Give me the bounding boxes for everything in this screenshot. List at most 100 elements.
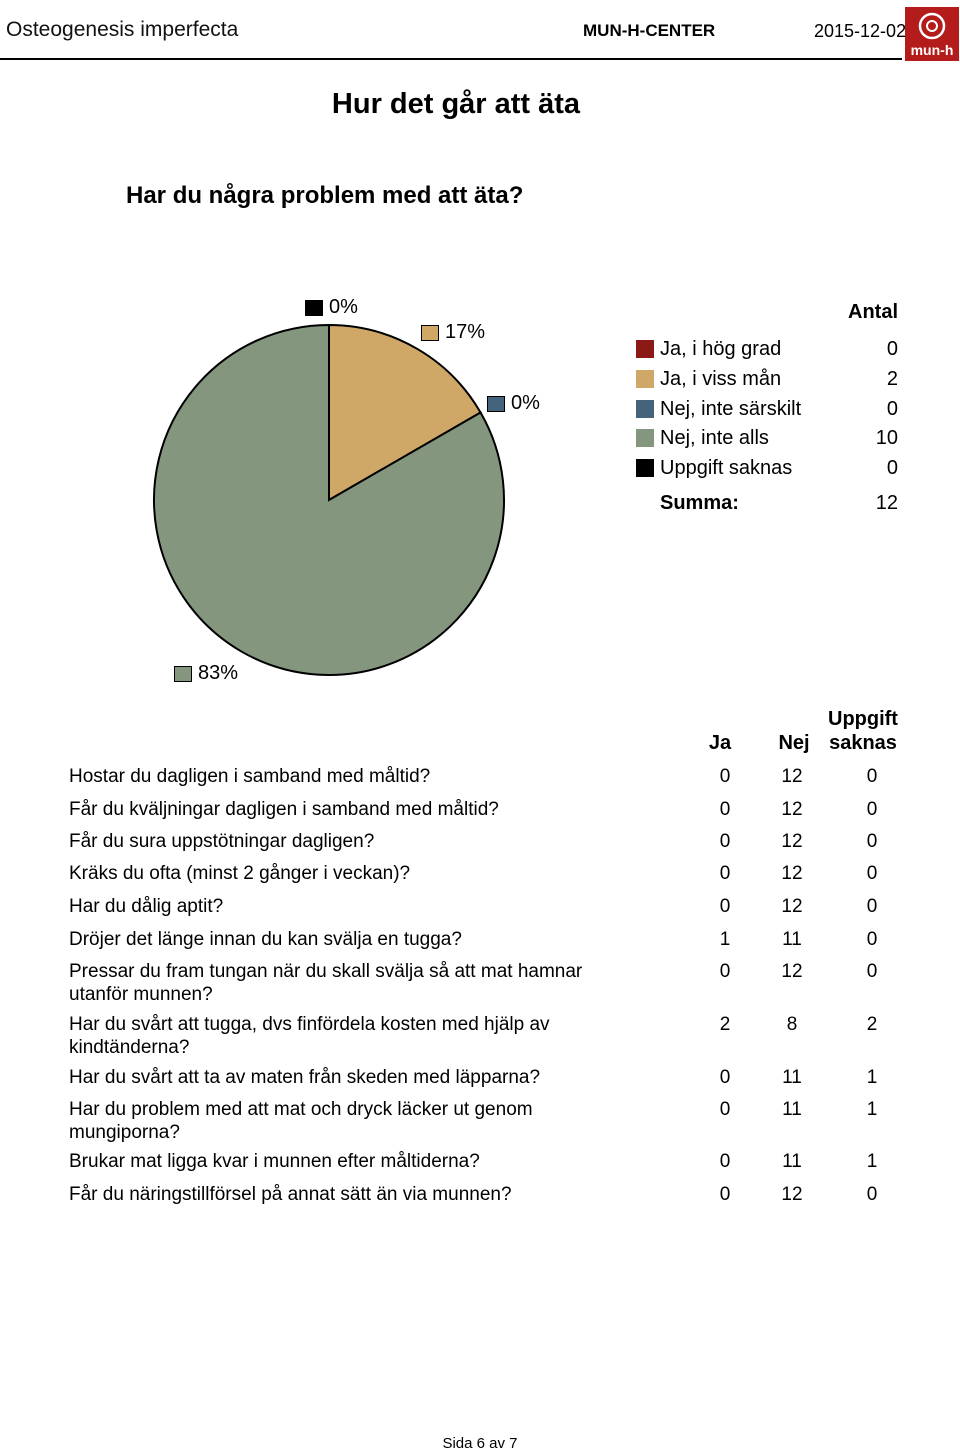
cell-saknas: 0 xyxy=(866,929,878,950)
cell-nej: 12 xyxy=(781,799,803,820)
cell-nej: 11 xyxy=(782,1151,802,1172)
row-question: Får du sura uppstötningar dagligen? xyxy=(69,831,375,852)
row-question: Har du svårt att ta av maten från skeden… xyxy=(69,1067,541,1088)
question-heading: Har du några problem med att äta? xyxy=(126,182,524,209)
row-question: Brukar mat ligga kvar i munnen efter mål… xyxy=(69,1151,480,1172)
row-question: Hostar du dagligen i samband med måltid? xyxy=(69,766,431,787)
pie-slice xyxy=(328,323,482,502)
legend-count: 0 xyxy=(886,338,898,360)
cell-ja: 0 xyxy=(719,1151,731,1172)
cell-ja: 0 xyxy=(719,766,731,787)
legend-count: 0 xyxy=(886,398,898,420)
legend-label: Ja, i hög grad xyxy=(660,338,782,360)
column-header-ja: Ja xyxy=(708,732,732,754)
row-question: Får du kväljningar dagligen i samband me… xyxy=(69,799,499,820)
cell-ja: 2 xyxy=(719,1014,731,1035)
cell-ja: 0 xyxy=(719,799,731,820)
column-header-line: saknas xyxy=(829,732,897,754)
cell-saknas: 1 xyxy=(866,1099,878,1120)
header-divider xyxy=(0,58,902,60)
cell-nej: 12 xyxy=(781,961,803,982)
cell-ja: 1 xyxy=(719,929,731,950)
legend-swatch xyxy=(636,400,654,418)
cell-nej: 11 xyxy=(782,1067,802,1088)
cell-nej: 8 xyxy=(786,1014,798,1035)
legend-label: Uppgift saknas xyxy=(660,457,793,479)
mun-h-logo: mun-h xyxy=(905,7,959,61)
cell-nej: 12 xyxy=(781,863,803,884)
pie-percent: 0% xyxy=(329,296,358,318)
row-question: Har du problem med att mat och dryck läc… xyxy=(69,1099,533,1143)
logo-mark-icon xyxy=(918,12,946,40)
cell-saknas: 1 xyxy=(866,1151,878,1172)
column-header-uppgift-saknas: Uppgift saknas xyxy=(822,707,904,755)
sum-label: Summa: xyxy=(660,492,739,514)
legend-item: Ja, i hög grad 0 xyxy=(636,338,898,362)
cell-saknas: 1 xyxy=(866,1067,878,1088)
cell-ja: 0 xyxy=(719,1184,731,1205)
row-question: Får du näringstillförsel på annat sätt ä… xyxy=(69,1184,512,1205)
cell-nej: 12 xyxy=(781,1184,803,1205)
document-title: Osteogenesis imperfecta xyxy=(6,18,239,41)
logo-text: mun-h xyxy=(910,42,954,58)
legend-item: Nej, inte alls 10 xyxy=(636,427,898,451)
cell-saknas: 0 xyxy=(866,863,878,884)
cell-ja: 0 xyxy=(719,1099,731,1120)
cell-ja: 0 xyxy=(719,863,731,884)
cell-saknas: 0 xyxy=(866,766,878,787)
pie-label-viss-man: 17% xyxy=(421,321,485,344)
cell-saknas: 0 xyxy=(866,961,878,982)
legend-swatch xyxy=(636,370,654,388)
swatch-uppgift-saknas xyxy=(305,299,323,316)
cell-nej: 12 xyxy=(781,896,803,917)
cell-ja: 0 xyxy=(719,1067,731,1088)
sum-value: 12 xyxy=(875,492,898,514)
swatch-inte-sarskilt xyxy=(487,395,505,412)
row-question: Har du svårt att tugga, dvs finfördela k… xyxy=(69,1014,550,1058)
page-title: Hur det går att äta xyxy=(331,88,581,120)
column-header-nej: Nej xyxy=(778,732,810,754)
pie-chart xyxy=(153,323,505,676)
pie-percent: 83% xyxy=(198,662,239,684)
legend-count: 0 xyxy=(886,457,898,479)
cell-nej: 11 xyxy=(782,1099,802,1120)
legend-item: Ja, i viss mån 2 xyxy=(636,368,898,392)
legend-label: Ja, i viss mån xyxy=(660,368,782,390)
page-number: Sida 6 av 7 xyxy=(442,1435,518,1452)
row-question: Dröjer det länge innan du kan svälja en … xyxy=(69,929,462,950)
swatch-inte-alls xyxy=(174,665,192,682)
cell-saknas: 0 xyxy=(866,799,878,820)
cell-ja: 0 xyxy=(719,831,731,852)
legend-title: Antal xyxy=(848,301,898,323)
row-question: Har du dålig aptit? xyxy=(69,896,224,917)
legend-item: Uppgift saknas 0 xyxy=(636,457,898,481)
legend-swatch xyxy=(636,340,654,358)
row-question: Pressar du fram tungan när du skall sväl… xyxy=(69,961,583,1005)
pie-label-uppgift-saknas: 0% xyxy=(305,296,358,319)
cell-nej: 12 xyxy=(781,766,803,787)
legend-swatch xyxy=(636,459,654,477)
cell-saknas: 0 xyxy=(866,831,878,852)
pie-percent: 0% xyxy=(511,392,540,414)
legend-count: 10 xyxy=(875,427,898,449)
pie-label-inte-alls: 83% xyxy=(174,662,238,685)
cell-saknas: 0 xyxy=(866,1184,878,1205)
legend-item: Nej, inte särskilt 0 xyxy=(636,398,898,422)
pie-label-inte-sarskilt: 0% xyxy=(487,392,540,415)
pie-slice xyxy=(153,323,505,676)
row-question: Kräks du ofta (minst 2 gånger i veckan)? xyxy=(69,863,411,884)
legend-swatch xyxy=(636,429,654,447)
swatch-viss-man xyxy=(421,324,439,341)
pie-percent: 17% xyxy=(445,321,486,343)
center-name: MUN-H-CENTER xyxy=(583,21,716,40)
document-date: 2015-12-02 xyxy=(814,21,907,41)
legend-label: Nej, inte alls xyxy=(660,427,769,449)
legend-label: Nej, inte särskilt xyxy=(660,398,802,420)
column-header-line: Uppgift xyxy=(828,708,898,730)
cell-nej: 11 xyxy=(782,929,802,950)
cell-nej: 12 xyxy=(781,831,803,852)
cell-saknas: 2 xyxy=(866,1014,878,1035)
cell-saknas: 0 xyxy=(866,896,878,917)
cell-ja: 0 xyxy=(719,896,731,917)
cell-ja: 0 xyxy=(719,961,731,982)
